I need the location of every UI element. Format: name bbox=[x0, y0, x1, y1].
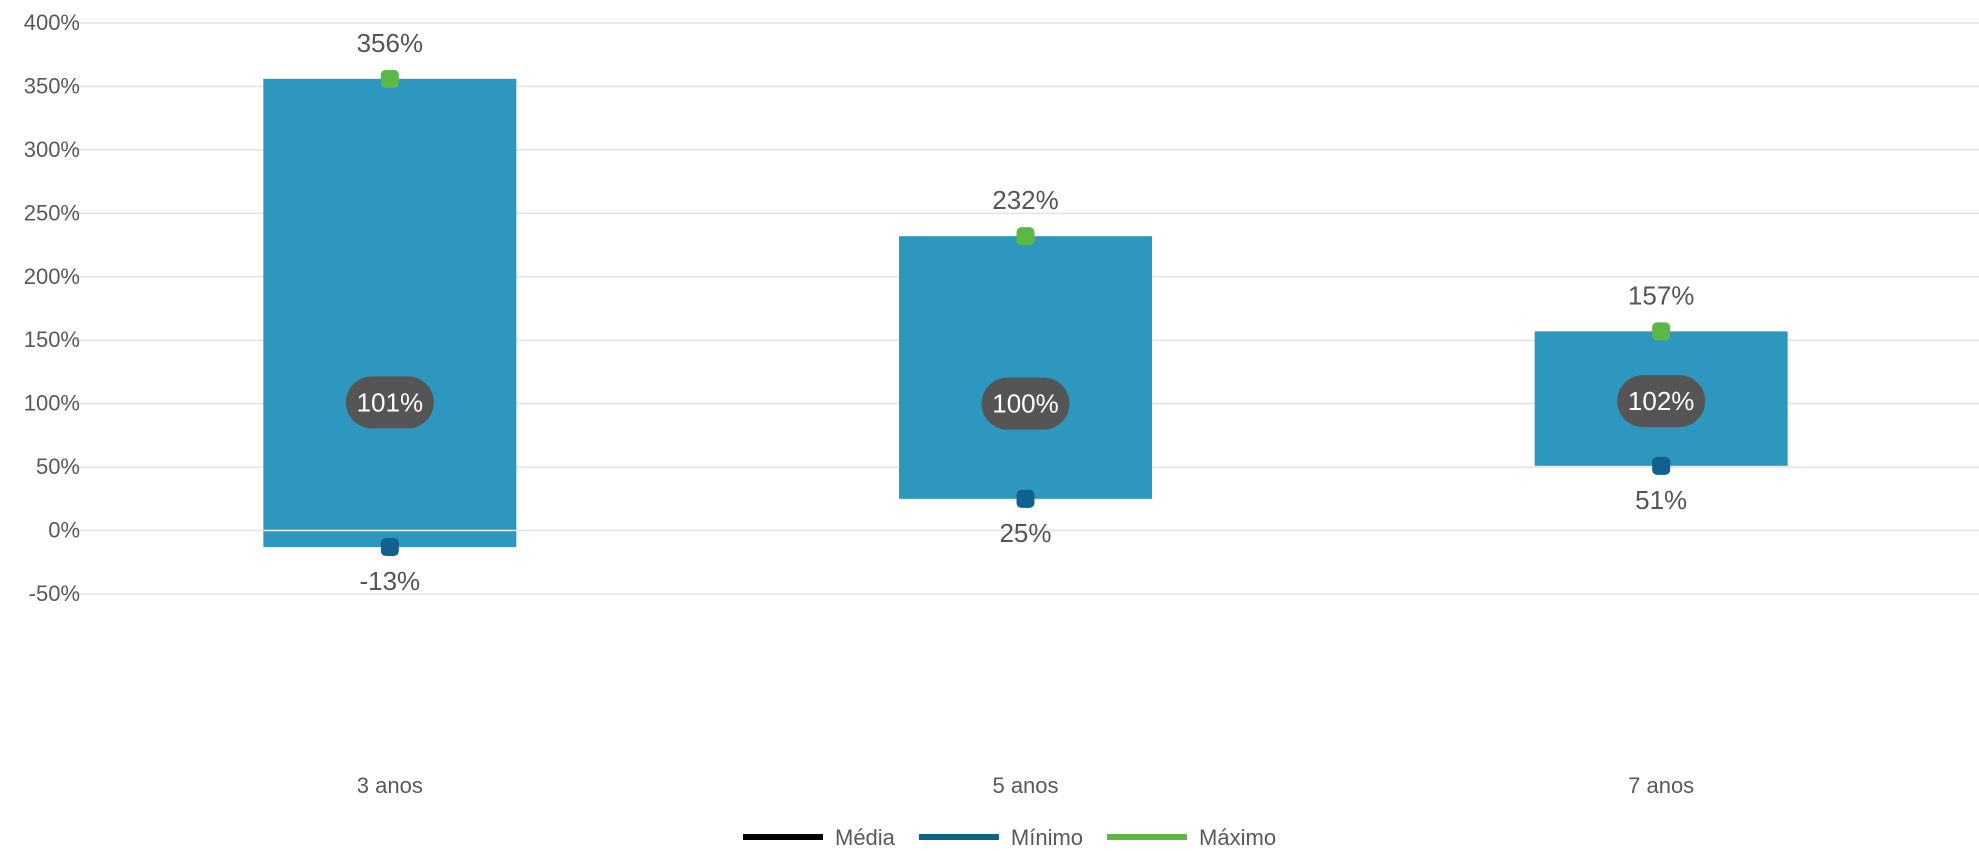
mean-data-label: 102% bbox=[1628, 386, 1695, 416]
y-tick-label: 50% bbox=[36, 454, 80, 479]
y-tick-label: 100% bbox=[24, 391, 80, 416]
min-marker bbox=[1652, 456, 1671, 475]
legend: Média Mínimo Máximo bbox=[743, 825, 1276, 850]
max-marker bbox=[1652, 322, 1671, 341]
min-marker bbox=[1016, 489, 1035, 508]
min-data-label: 25% bbox=[999, 518, 1051, 548]
max-marker bbox=[380, 69, 399, 88]
mean-badge bbox=[1617, 375, 1706, 428]
mean-data-label: 101% bbox=[357, 387, 424, 417]
y-tick-label: 350% bbox=[24, 73, 80, 98]
legend-label[interactable]: Mínimo bbox=[1011, 825, 1083, 850]
y-tick-label: 200% bbox=[24, 264, 80, 289]
range-bar bbox=[263, 78, 517, 548]
y-tick-label: 250% bbox=[24, 200, 80, 225]
max-marker bbox=[1016, 227, 1035, 246]
y-tick-label: 400% bbox=[24, 10, 80, 35]
x-tick-label: 5 anos bbox=[992, 773, 1058, 798]
max-data-label: 232% bbox=[992, 185, 1059, 215]
y-tick-label: -50% bbox=[29, 581, 80, 606]
x-tick-label: 7 anos bbox=[1628, 773, 1694, 798]
min-data-label: -13% bbox=[359, 566, 420, 596]
mean-badge bbox=[345, 376, 434, 429]
y-axis-ticks: -50% 0% 50% 100% 150% 200% 250% 300% 350% 400% bbox=[24, 10, 80, 606]
legend-label[interactable]: Máximo bbox=[1199, 825, 1276, 850]
range-bar bbox=[899, 236, 1152, 499]
legend-label[interactable]: Média bbox=[835, 825, 896, 850]
mean-data-label: 100% bbox=[992, 389, 1059, 419]
x-tick-label: 3 anos bbox=[357, 773, 423, 798]
max-data-label: 157% bbox=[1628, 280, 1695, 310]
x-axis-ticks: 3 anos 5 anos 7 anos bbox=[357, 773, 1694, 798]
max-data-label: 356% bbox=[357, 28, 424, 58]
mean-badge bbox=[981, 377, 1070, 430]
range-bars: 356% -13% 101% 232% 25% 100% 157% 51% 102% bbox=[263, 28, 1788, 596]
min-data-label: 51% bbox=[1635, 485, 1687, 515]
min-marker bbox=[380, 538, 399, 557]
y-tick-label: 150% bbox=[24, 327, 80, 352]
y-tick-label: 300% bbox=[24, 137, 80, 162]
y-tick-label: 0% bbox=[48, 518, 80, 543]
